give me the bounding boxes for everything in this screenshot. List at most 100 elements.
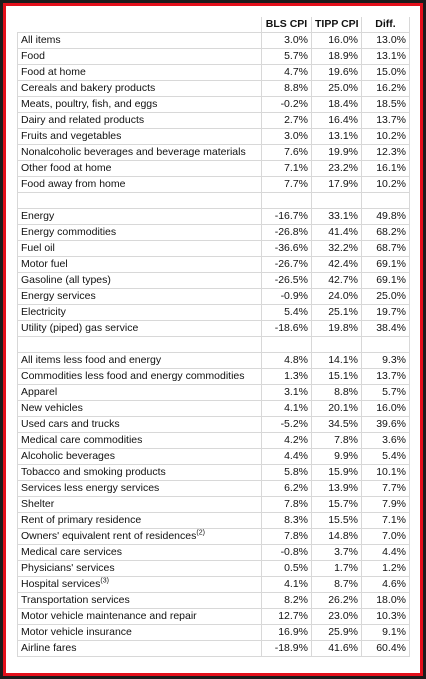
table-row: Energy -16.7% 33.1% 49.8%	[17, 208, 410, 225]
table-row: Fruits and vegetables 3.0% 13.1% 10.2%	[17, 128, 410, 145]
row-label-cell: Medical care services	[17, 544, 262, 561]
table-body: All items 3.0% 16.0% 13.0% Food 5.7% 18.9% 13.1…	[17, 32, 410, 657]
value-cell: 15.0%	[361, 64, 410, 81]
row-label: New vehicles	[21, 402, 83, 414]
row-label: Owners' equivalent rent of residences	[21, 530, 197, 542]
row-label: Motor vehicle insurance	[21, 626, 132, 638]
table-row: Transportation services 8.2% 26.2% 18.0%	[17, 592, 410, 609]
value-cell: 69.1%	[361, 272, 410, 289]
row-label: Physicians' services	[21, 562, 115, 574]
value-cell: 20.1%	[311, 400, 362, 417]
value-cell: 8.8%	[311, 384, 362, 401]
column-header: TIPP CPI	[311, 17, 362, 33]
table-row: Fuel oil -36.6% 32.2% 68.7%	[17, 240, 410, 257]
value-cell: 14.8%	[311, 528, 362, 545]
row-label: Gasoline (all types)	[21, 274, 111, 286]
table-row: Used cars and trucks -5.2% 34.5% 39.6%	[17, 416, 410, 433]
row-label-cell: Other food at home	[17, 160, 262, 177]
table-row: Energy commodities -26.8% 41.4% 68.2%	[17, 224, 410, 241]
row-label-cell: Fruits and vegetables	[17, 128, 262, 145]
value-cell: 8.7%	[311, 576, 362, 593]
value-cell: 1.3%	[261, 368, 312, 385]
table-row: Cereals and bakery products 8.8% 25.0% 16.2…	[17, 80, 410, 97]
row-label-cell: Medical care commodities	[17, 432, 262, 449]
value-cell: 8.8%	[261, 80, 312, 97]
row-label: Transportation services	[21, 594, 130, 606]
value-cell: 4.1%	[261, 576, 312, 593]
value-cell: 16.0%	[361, 400, 410, 417]
value-cell: 10.3%	[361, 608, 410, 625]
value-cell: 7.6%	[261, 144, 312, 161]
value-cell: 19.6%	[311, 64, 362, 81]
value-cell: -16.7%	[261, 208, 312, 225]
table-row: Airline fares -18.9% 41.6% 60.4%	[17, 640, 410, 657]
row-label-cell: Meats, poultry, fish, and eggs	[17, 96, 262, 113]
row-label-cell: Energy services	[17, 288, 262, 305]
table-row: Medical care services -0.8% 3.7% 4.4%	[17, 544, 410, 561]
value-cell: 5.8%	[261, 464, 312, 481]
row-label-cell: Electricity	[17, 304, 262, 321]
row-label-cell: Fuel oil	[17, 240, 262, 257]
table-row: Commodities less food and energy commodi…	[17, 368, 410, 385]
value-cell: 25.0%	[311, 80, 362, 97]
value-cell: 25.1%	[311, 304, 362, 321]
table-row: Food 5.7% 18.9% 13.1%	[17, 48, 410, 65]
value-cell: 49.8%	[361, 208, 410, 225]
table-row: Electricity 5.4% 25.1% 19.7%	[17, 304, 410, 321]
spacer-cell	[311, 336, 362, 353]
header-blank	[17, 17, 262, 33]
value-cell: 42.4%	[311, 256, 362, 273]
value-cell: 42.7%	[311, 272, 362, 289]
row-label: Motor vehicle maintenance and repair	[21, 610, 197, 622]
row-label-cell: Owners' equivalent rent of residences(2)	[17, 528, 262, 545]
row-label: Fruits and vegetables	[21, 130, 122, 142]
row-label-cell: Food at home	[17, 64, 262, 81]
value-cell: 4.4%	[361, 544, 410, 561]
row-label-cell: Gasoline (all types)	[17, 272, 262, 289]
value-cell: 26.2%	[311, 592, 362, 609]
value-cell: 3.0%	[261, 32, 312, 49]
value-cell: 1.2%	[361, 560, 410, 577]
value-cell: 15.9%	[311, 464, 362, 481]
value-cell: 13.9%	[311, 480, 362, 497]
value-cell: 32.2%	[311, 240, 362, 257]
value-cell: 3.1%	[261, 384, 312, 401]
value-cell: 13.1%	[361, 48, 410, 65]
value-cell: 60.4%	[361, 640, 410, 657]
value-cell: 25.9%	[311, 624, 362, 641]
table-row: Motor vehicle insurance 16.9% 25.9% 9.1%	[17, 624, 410, 641]
value-cell: 12.3%	[361, 144, 410, 161]
value-cell: 13.7%	[361, 112, 410, 129]
value-cell: 15.1%	[311, 368, 362, 385]
value-cell: 8.3%	[261, 512, 312, 529]
row-label: Airline fares	[21, 642, 77, 654]
value-cell: -26.5%	[261, 272, 312, 289]
row-label-cell: Nonalcoholic beverages and beverage mate…	[17, 144, 262, 161]
value-cell: 15.7%	[311, 496, 362, 513]
value-cell: 16.2%	[361, 80, 410, 97]
row-label-cell: Energy commodities	[17, 224, 262, 241]
table-row: Hospital services(3) 4.1% 8.7% 4.6%	[17, 576, 410, 593]
value-cell: 33.1%	[311, 208, 362, 225]
spacer-cell	[261, 336, 312, 353]
row-label-cell: Hospital services(3)	[17, 576, 262, 593]
table-row: Alcoholic beverages 4.4% 9.9% 5.4%	[17, 448, 410, 465]
value-cell: -0.8%	[261, 544, 312, 561]
value-cell: 2.7%	[261, 112, 312, 129]
row-label: Fuel oil	[21, 242, 55, 254]
value-cell: 19.9%	[311, 144, 362, 161]
value-cell: -26.8%	[261, 224, 312, 241]
value-cell: -18.9%	[261, 640, 312, 657]
row-label-cell: Physicians' services	[17, 560, 262, 577]
row-label-cell: All items less food and energy	[17, 352, 262, 369]
value-cell: 7.1%	[361, 512, 410, 529]
value-cell: 7.1%	[261, 160, 312, 177]
value-cell: 23.2%	[311, 160, 362, 177]
value-cell: 3.6%	[361, 432, 410, 449]
value-cell: 18.0%	[361, 592, 410, 609]
spacer-row	[17, 336, 410, 353]
value-cell: 23.0%	[311, 608, 362, 625]
spacer-row	[17, 192, 410, 209]
value-cell: 9.1%	[361, 624, 410, 641]
row-label-cell: Used cars and trucks	[17, 416, 262, 433]
